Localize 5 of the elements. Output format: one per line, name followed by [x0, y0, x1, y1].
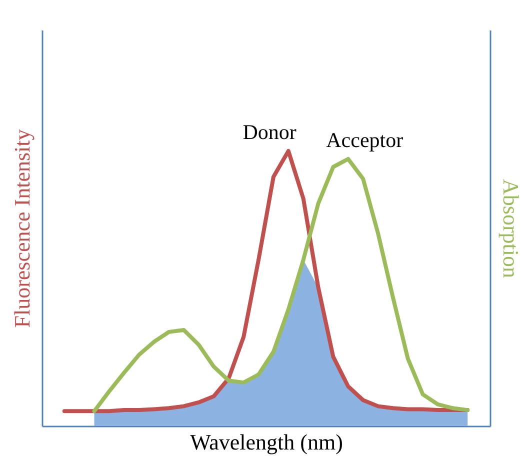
x-axis-title: Wavelength (nm) — [190, 430, 343, 454]
series-label: Acceptor — [326, 128, 404, 152]
y-axis-title: Fluorescence Intensity — [10, 129, 34, 328]
series-label: Donor — [242, 120, 296, 144]
y2-axis-title: Absorption — [498, 179, 524, 278]
